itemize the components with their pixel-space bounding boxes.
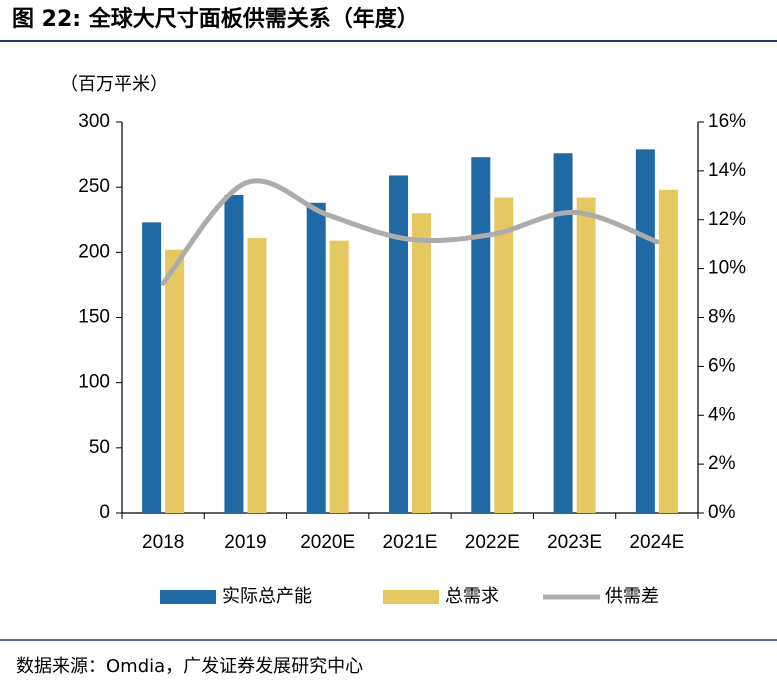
y2-tick-label: 2%: [708, 453, 736, 474]
bar: [389, 175, 408, 514]
chart-title: 图 22: 全球大尺寸面板供需关系（年度）: [12, 6, 419, 32]
y2-tick-label: 16%: [708, 111, 746, 132]
legend-label: 总需求: [445, 586, 499, 607]
y-tick-label: 250: [78, 176, 110, 197]
bar: [142, 222, 162, 513]
x-tick-label: 2024E: [629, 532, 684, 553]
y2-tick-label: 12%: [708, 209, 746, 230]
bar: [306, 202, 326, 513]
bar: [553, 153, 573, 513]
y2-tick-label: 10%: [708, 258, 746, 279]
y-tick-label: 150: [78, 307, 110, 328]
legend-label: 供需差: [605, 586, 659, 607]
x-tick-label: 2021E: [383, 532, 438, 553]
bar: [247, 237, 267, 513]
bar: [494, 197, 514, 514]
y2-tick-label: 6%: [708, 355, 736, 376]
x-tick-label: 2018: [142, 532, 184, 553]
y-tick-label: 50: [89, 437, 110, 458]
legend-swatch: [160, 590, 216, 604]
bar: [329, 240, 349, 513]
y-axis-label: （百万平米）: [60, 74, 168, 95]
bar: [471, 157, 491, 513]
y2-tick-label: 14%: [708, 160, 746, 181]
y2-tick-label: 8%: [708, 307, 736, 328]
bar: [165, 249, 185, 513]
bar: [576, 197, 596, 514]
y2-tick-label: 4%: [708, 404, 736, 425]
y-tick-label: 0: [99, 502, 110, 523]
legend-label: 实际总产能: [222, 586, 312, 607]
bar: [658, 189, 678, 514]
bar: [412, 213, 431, 513]
x-tick-label: 2019: [224, 532, 266, 553]
y-tick-label: 300: [78, 111, 110, 132]
y-tick-label: 200: [78, 241, 110, 262]
bar: [635, 149, 655, 513]
line: [160, 178, 660, 286]
x-tick-label: 2022E: [465, 532, 520, 553]
legend-swatch: [383, 590, 439, 604]
x-tick-label: 2020E: [300, 532, 355, 553]
x-tick-label: 2023E: [547, 532, 602, 553]
bar: [224, 194, 244, 513]
source: 数据来源：Omdia，广发证券发展研究中心: [16, 656, 363, 677]
y2-tick-label: 0%: [708, 502, 736, 523]
y-tick-label: 100: [78, 372, 110, 393]
